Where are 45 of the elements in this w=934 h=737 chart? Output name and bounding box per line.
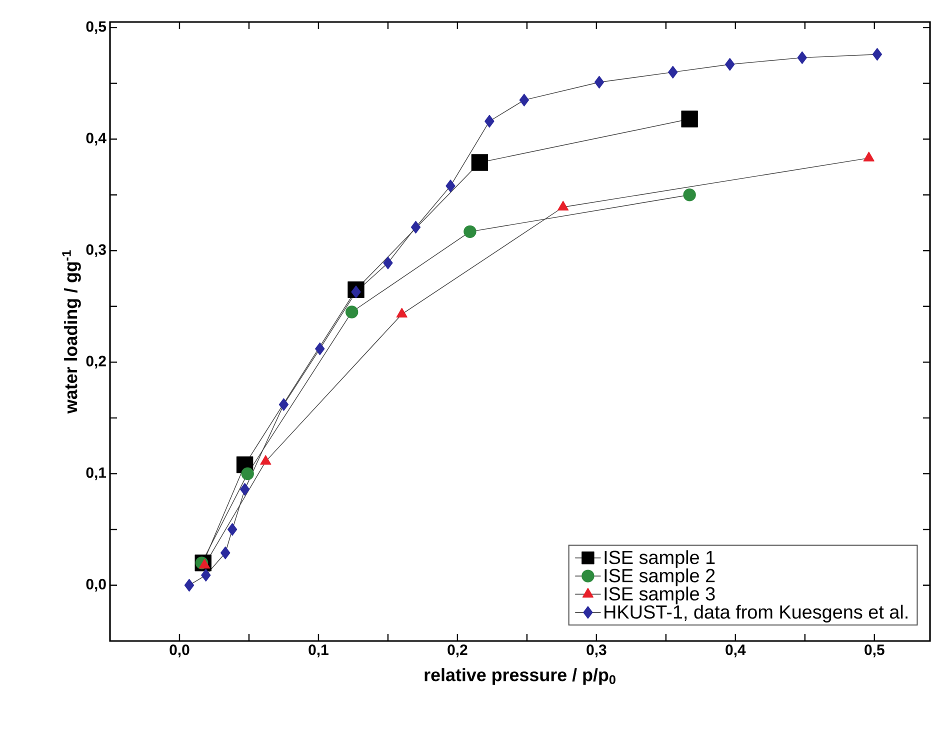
x-tick-label: 0,3 xyxy=(586,644,606,658)
x-tick-label: 0,5 xyxy=(864,644,884,658)
point xyxy=(220,546,230,560)
point xyxy=(410,220,421,234)
x-tick-label: 0,1 xyxy=(308,644,328,658)
legend-label: ISE sample 3 xyxy=(604,586,715,604)
point xyxy=(315,342,325,356)
point xyxy=(201,568,211,582)
point xyxy=(241,467,254,480)
y-tick-label: 0,0 xyxy=(86,578,106,592)
point xyxy=(198,558,210,569)
point xyxy=(797,51,807,64)
y-tick-label: 0,1 xyxy=(86,467,106,480)
x-tick-label: 0,2 xyxy=(448,644,468,658)
point xyxy=(471,154,488,171)
point xyxy=(519,94,530,106)
point xyxy=(260,455,272,465)
point xyxy=(184,578,194,592)
point xyxy=(351,286,361,298)
x-tick-label: 0,0 xyxy=(170,644,190,658)
y-tick-label: 0,3 xyxy=(86,244,106,258)
y-tick-label: 0,5 xyxy=(86,21,106,34)
point xyxy=(683,188,696,202)
point xyxy=(464,225,476,238)
point xyxy=(383,256,393,270)
point xyxy=(227,523,238,536)
point xyxy=(240,482,250,496)
point xyxy=(668,66,678,79)
legend-label: HKUST-1, data from Kuesgens et al. xyxy=(604,604,908,622)
y-tick-label: 0,2 xyxy=(86,356,106,369)
y-tick-label: 0,4 xyxy=(86,132,106,146)
point xyxy=(278,398,289,411)
point xyxy=(681,110,698,128)
point xyxy=(872,48,882,61)
x-axis-title: relative pressure / p/p$_{0}$ xyxy=(424,668,616,685)
legend-label: ISE sample 2 xyxy=(604,568,715,586)
point xyxy=(396,308,408,318)
y-axis-title: water loading / gg$^{-1}$ xyxy=(62,250,81,414)
x-tick-label: 0,4 xyxy=(726,644,746,658)
point xyxy=(446,180,456,192)
point xyxy=(594,76,604,89)
point xyxy=(345,306,358,318)
point xyxy=(725,58,735,71)
point xyxy=(484,114,494,128)
legend-label: ISE sample 1 xyxy=(604,550,715,568)
